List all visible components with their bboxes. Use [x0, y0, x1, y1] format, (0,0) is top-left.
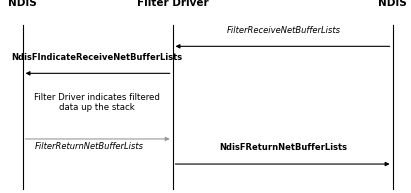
Text: NDIS: NDIS: [8, 0, 37, 8]
Text: FilterReceiveNetBufferLists: FilterReceiveNetBufferLists: [226, 26, 341, 35]
Text: FilterReturnNetBufferLists: FilterReturnNetBufferLists: [35, 141, 144, 151]
Text: Filter Driver: Filter Driver: [137, 0, 208, 8]
Text: Filter Driver indicates filtered
data up the stack: Filter Driver indicates filtered data up…: [34, 93, 159, 112]
Text: NdisFReturnNetBufferLists: NdisFReturnNetBufferLists: [219, 143, 348, 152]
Text: NdisFIndicateReceiveNetBufferLists: NdisFIndicateReceiveNetBufferLists: [11, 53, 182, 62]
Text: NDIS: NDIS: [378, 0, 407, 8]
